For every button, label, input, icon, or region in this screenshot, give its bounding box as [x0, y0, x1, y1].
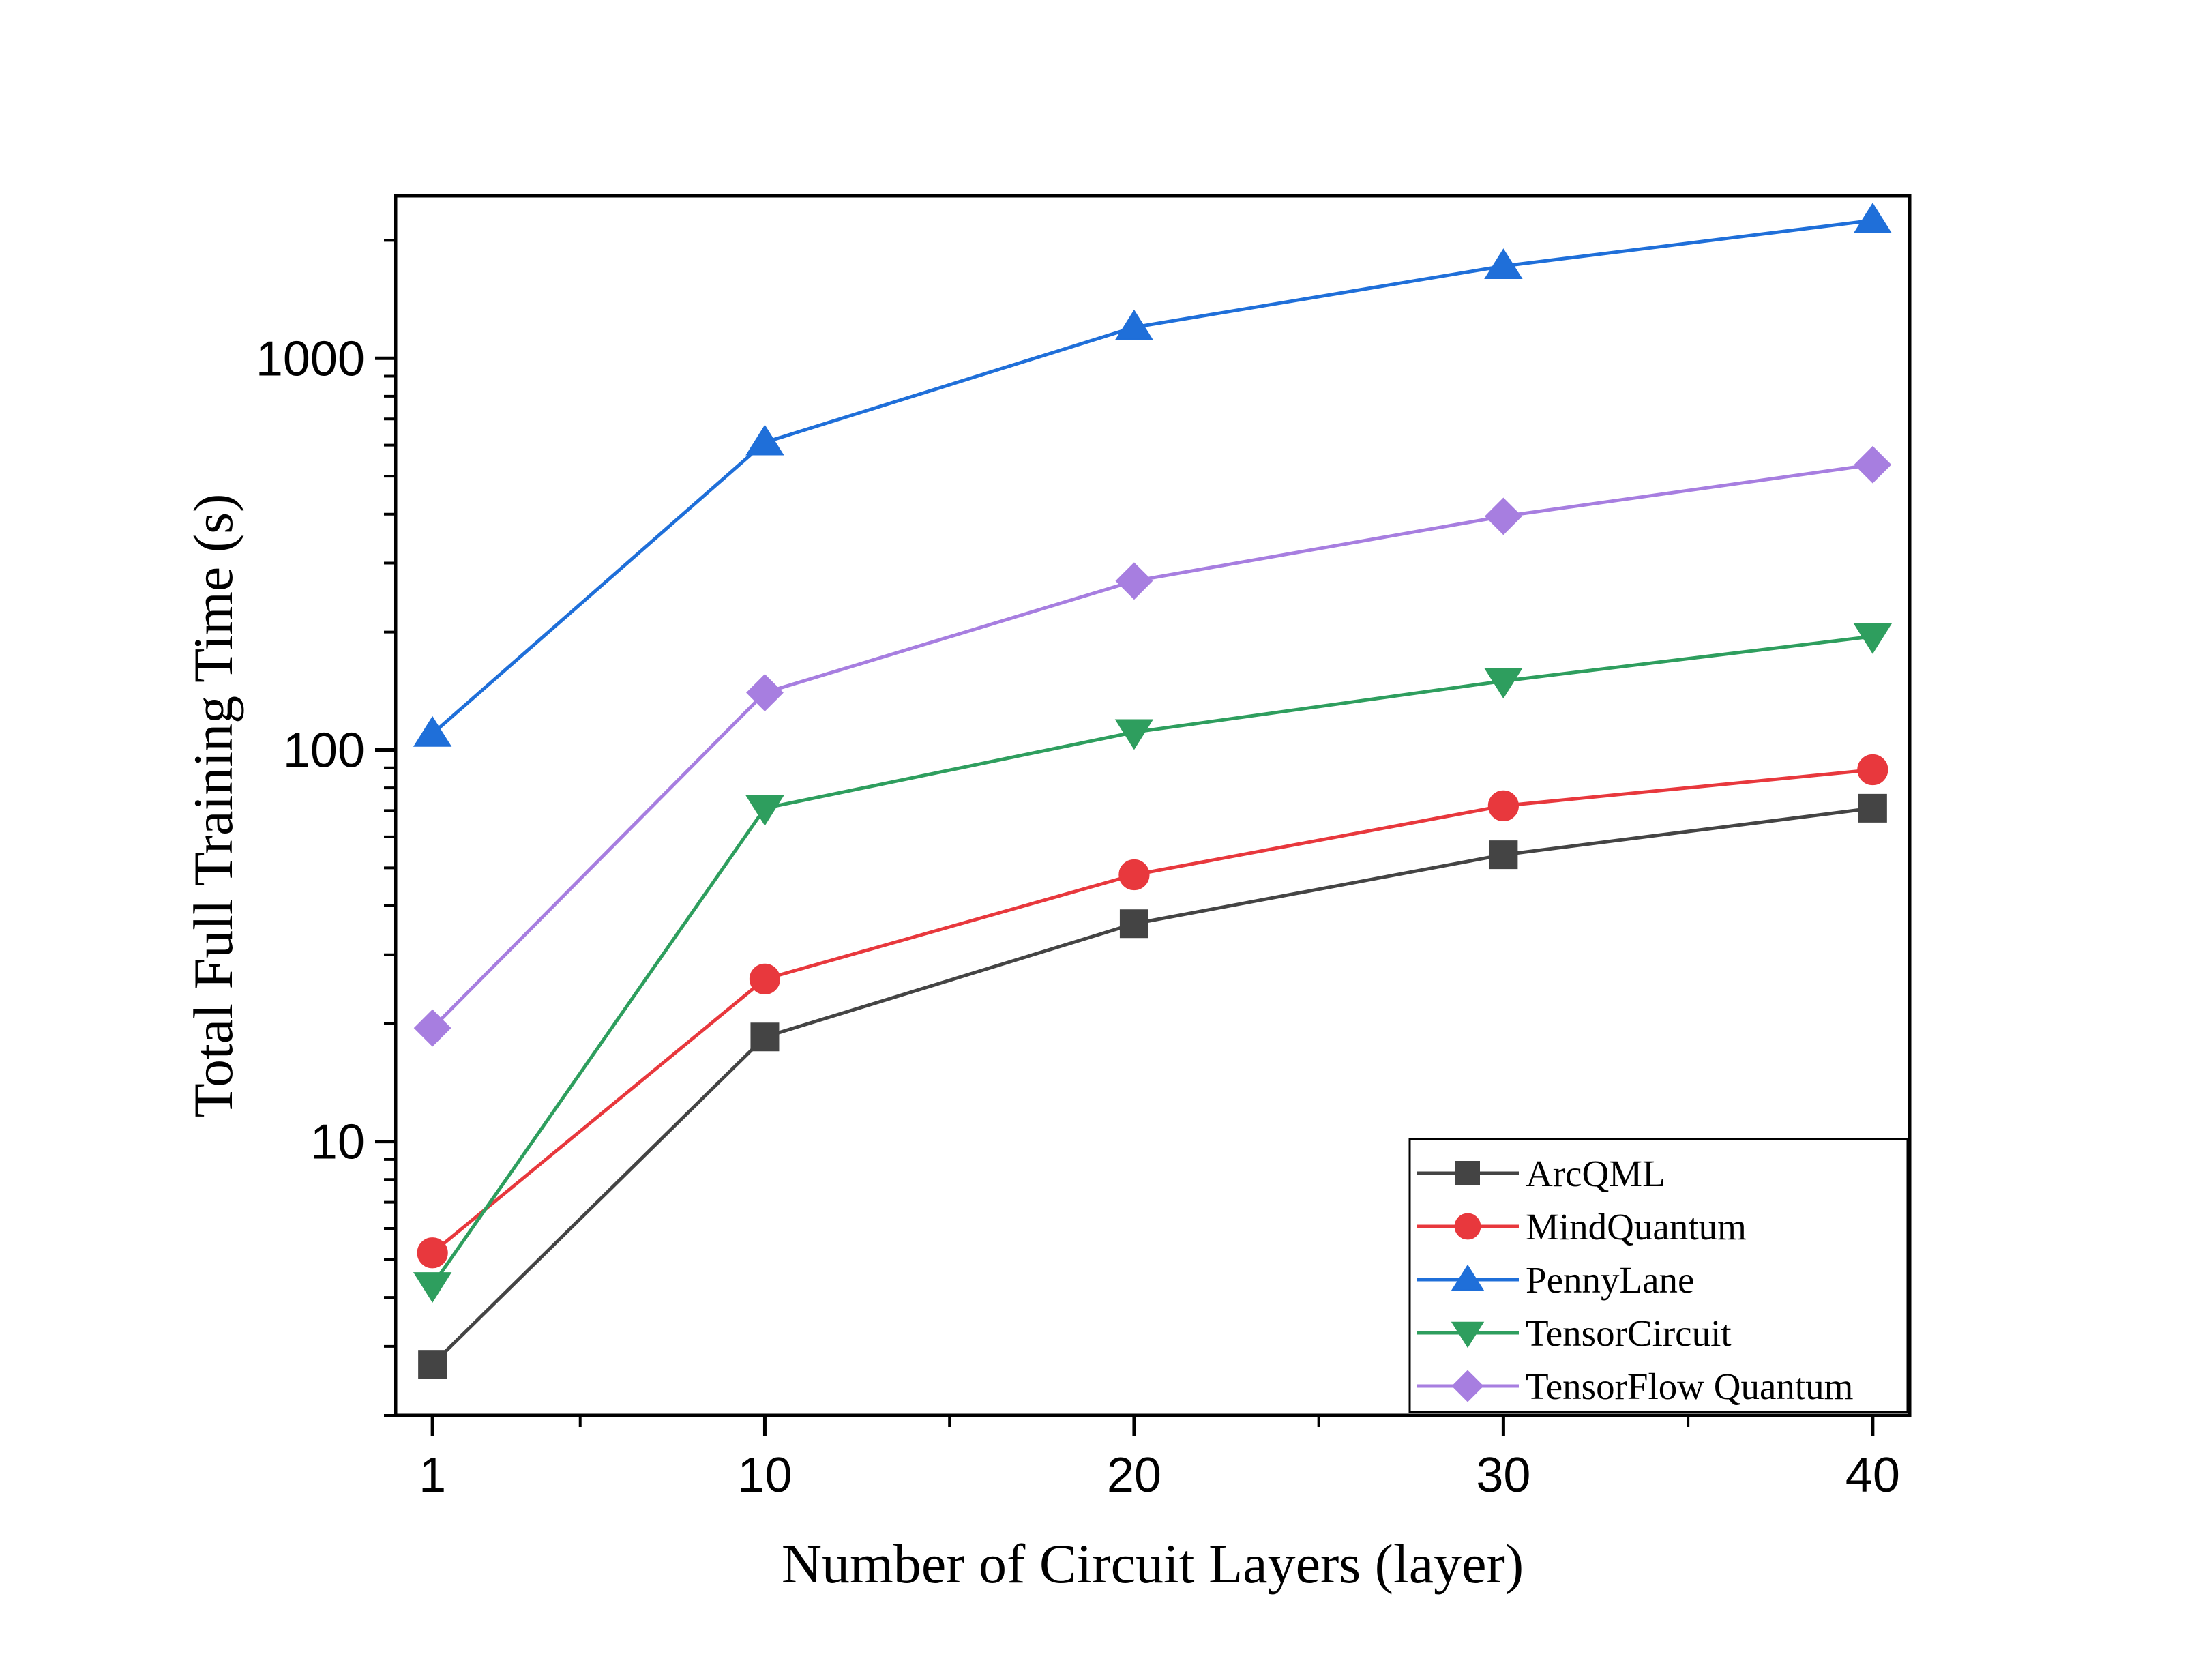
x-tick-label: 40: [1845, 1448, 1900, 1503]
data-point-arcqml: [1858, 793, 1887, 823]
axis-layer: 1 10 20 30 40 10 100 1000: [256, 239, 1900, 1503]
legend: ArcQML MindQuantum PennyLane TensorCircuit T…: [1408, 1138, 1909, 1413]
series-line-pennylane: [431, 218, 1873, 735]
data-point-pennylane: [1484, 248, 1523, 280]
data-point-tensorcircuit: [1114, 719, 1154, 750]
legend-entry-tensorflow-quantum: TensorFlow Quantum: [1417, 1366, 1853, 1407]
data-point-arcqml: [750, 1022, 780, 1052]
legend-entry-pennylane: PennyLane: [1417, 1259, 1694, 1301]
series-line-tensorflow-quantum: [431, 462, 1873, 1029]
data-point-mindquantum: [1487, 790, 1519, 821]
x-tick-label: 30: [1476, 1448, 1530, 1503]
data-point-pennylane: [1853, 203, 1893, 234]
data-point-arcqml: [1489, 840, 1518, 870]
x-tick-label: 10: [737, 1448, 792, 1503]
legend-label: TensorFlow Quantum: [1526, 1366, 1853, 1407]
data-point-tensorcircuit: [745, 795, 784, 826]
legend-marker: [1451, 1370, 1484, 1402]
data-point-tensorcircuit: [1484, 668, 1523, 699]
data-point-mindquantum: [749, 963, 781, 994]
data-point-tensorcircuit: [413, 1272, 452, 1303]
data-point-arcqml: [418, 1350, 447, 1379]
legend-entry-tensorcircuit: TensorCircuit: [1417, 1312, 1732, 1354]
data-point-tensorflow-quantum: [1484, 497, 1522, 535]
legend-label: TensorCircuit: [1526, 1312, 1732, 1354]
series-arcqml: [418, 793, 1887, 1379]
legend-marker: [1454, 1213, 1481, 1240]
data-point-mindquantum: [417, 1237, 448, 1269]
legend-box: [1408, 1138, 1909, 1413]
data-point-pennylane: [1114, 309, 1154, 340]
y-tick-label: 1000: [256, 331, 365, 386]
x-tick-label: 1: [419, 1448, 446, 1503]
series-mindquantum: [417, 754, 1888, 1269]
x-tick-label: 20: [1107, 1448, 1161, 1503]
data-point-mindquantum: [1857, 754, 1888, 786]
data-point-arcqml: [1119, 909, 1148, 939]
legend-entry-mindquantum: MindQuantum: [1417, 1206, 1747, 1248]
data-point-tensorflow-quantum: [1115, 562, 1153, 600]
x-axis-title: Number of Circuit Layers (layer): [782, 1533, 1524, 1595]
data-point-tensorflow-quantum: [746, 674, 784, 711]
plot-frame: [394, 194, 1912, 1417]
data-point-pennylane: [745, 424, 784, 456]
y-tick-label: 10: [310, 1115, 365, 1170]
data-point-tensorflow-quantum: [413, 1009, 451, 1047]
legend-entry-arcqml: ArcQML: [1417, 1153, 1665, 1194]
series-tensorflow-quantum: [413, 445, 1892, 1047]
y-axis-title: Total Full Training Time (s): [182, 494, 244, 1118]
data-point-tensorcircuit: [1853, 623, 1893, 654]
series-pennylane: [413, 203, 1893, 747]
legend-label: MindQuantum: [1526, 1206, 1747, 1248]
legend-marker: [1455, 1161, 1480, 1185]
series-layer: [413, 203, 1893, 1379]
legend-marker: [1451, 1264, 1485, 1291]
series-tensorcircuit: [413, 623, 1893, 1303]
data-point-mindquantum: [1118, 859, 1150, 891]
data-point-pennylane: [413, 716, 452, 747]
legend-marker: [1451, 1321, 1485, 1349]
data-point-tensorflow-quantum: [1854, 445, 1892, 484]
y-tick-label: 100: [283, 723, 365, 778]
legend-label: ArcQML: [1526, 1153, 1665, 1194]
legend-label: PennyLane: [1526, 1259, 1694, 1301]
